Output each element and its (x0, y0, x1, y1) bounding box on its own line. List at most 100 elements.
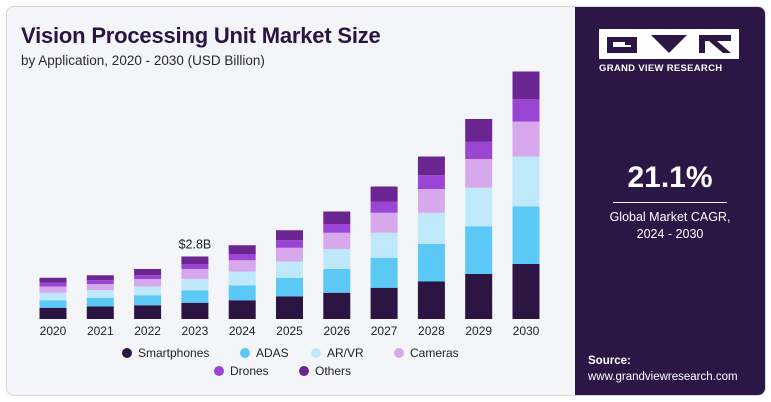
legend-label: Smartphones (138, 346, 209, 360)
bar-segment (86, 290, 114, 298)
bar-segment (323, 292, 351, 319)
bar-segment (417, 189, 445, 213)
legend-marker (240, 348, 250, 358)
bar-segment (276, 277, 303, 297)
bar-segment (134, 279, 162, 287)
legend-label: AR/VR (327, 346, 364, 360)
legend-marker (122, 348, 132, 358)
source-url[interactable]: www.grandviewresearch.com (588, 371, 738, 383)
bar-segment (323, 249, 351, 269)
legend-marker (394, 348, 404, 358)
chart-subtitle: by Application, 2020 - 2030 (USD Billion… (21, 53, 265, 68)
x-tick-label: 2020 (40, 324, 67, 338)
bar-segment (86, 280, 114, 284)
source-label: Source: (588, 355, 631, 367)
chart-title: Vision Processing Unit Market Size (21, 23, 381, 48)
bar-segment (181, 290, 209, 303)
bar-segment (134, 269, 162, 276)
bar-segment (86, 275, 114, 281)
x-tick-label: 2023 (182, 324, 209, 338)
bar-segment (276, 261, 303, 278)
bar-segment (134, 295, 162, 306)
bar-segment (465, 119, 493, 142)
bar-segment (134, 286, 162, 296)
data-label: $2.8B (179, 238, 212, 252)
bar-segment (228, 300, 256, 319)
x-tick-label: 2025 (276, 324, 303, 338)
x-tick-label: 2030 (513, 324, 540, 338)
bar-segment (370, 212, 398, 233)
bar-segment (181, 264, 209, 269)
bar-segment (465, 159, 493, 188)
bar-chart: 2020 2021 2022 2023 $2.8B 2024 2025 2026 2027 202… (39, 71, 540, 378)
bar-segment (465, 226, 493, 274)
cagr-label-line-1: Global Market CAGR, (609, 210, 731, 224)
bar-segment (228, 271, 256, 286)
bar-segment (323, 211, 351, 224)
legend-label: Others (315, 364, 351, 378)
bar-segment (417, 212, 445, 244)
legend-marker (299, 366, 309, 376)
bar-segment (276, 296, 303, 319)
bar-segment (465, 141, 493, 159)
bar-segment (512, 206, 540, 264)
bar-segment (417, 281, 445, 319)
legend-marker (311, 348, 321, 358)
bar-segment (465, 274, 493, 319)
x-tick-label: 2029 (465, 324, 492, 338)
bar-segment (86, 284, 114, 291)
bar-segment (512, 71, 540, 99)
bar-segment (323, 224, 351, 233)
bar-segment (39, 282, 67, 287)
bar-segment (228, 254, 256, 261)
bar-segment (370, 201, 398, 213)
bar-segment (181, 269, 209, 279)
bar-segment (323, 269, 351, 293)
legend-label: ADAS (256, 346, 289, 360)
bar-segment (370, 186, 398, 202)
logo-text: GRAND VIEW RESEARCH (599, 63, 723, 74)
bar-segment (181, 279, 209, 291)
bar-segment (417, 175, 445, 189)
bar-segment (512, 99, 540, 122)
bar-segment (323, 232, 351, 249)
bar-segment (417, 244, 445, 282)
cagr-label-line-2: 2024 - 2030 (636, 227, 704, 241)
cagr-value: 21.1% (627, 161, 713, 194)
x-tick-label: 2027 (371, 324, 398, 338)
bar-segment (39, 286, 67, 293)
bar-segment (370, 287, 398, 319)
bar-segment (370, 232, 398, 258)
bar-segment (465, 187, 493, 227)
cagr-divider (613, 202, 727, 203)
bar-segment (228, 245, 256, 254)
bar-segment (181, 256, 209, 264)
legend-marker (214, 366, 224, 376)
bar-segment (39, 307, 67, 319)
bar-segment (228, 285, 256, 301)
bar-segment (86, 297, 114, 307)
bar-segment (276, 240, 303, 248)
x-tick-label: 2024 (229, 324, 256, 338)
bar-segment (134, 275, 162, 279)
chart-card: Vision Processing Unit Market Size by Ap… (6, 6, 766, 396)
bar-segment (39, 292, 67, 301)
bar-segment (86, 306, 114, 319)
bar-segment (276, 247, 303, 262)
bar-segment (417, 156, 445, 176)
bar-segment (39, 277, 67, 283)
bar-segment (512, 156, 540, 207)
x-tick-label: 2028 (418, 324, 445, 338)
bar-segment (228, 260, 256, 272)
bar-segment (512, 121, 540, 157)
bar-segment (134, 305, 162, 319)
bar-segment (370, 257, 398, 288)
bar-segment (512, 264, 540, 319)
cagr-label: Global Market CAGR, 2024 - 2030 (575, 209, 765, 243)
legend-label: Drones (230, 364, 269, 378)
sidebar-panel: GRAND VIEW RESEARCH 21.1% Global Market … (575, 7, 765, 395)
x-tick-label: 2022 (134, 324, 161, 338)
bar-segment (39, 300, 67, 308)
bar-segment (276, 230, 303, 241)
bar-segment (181, 302, 209, 319)
